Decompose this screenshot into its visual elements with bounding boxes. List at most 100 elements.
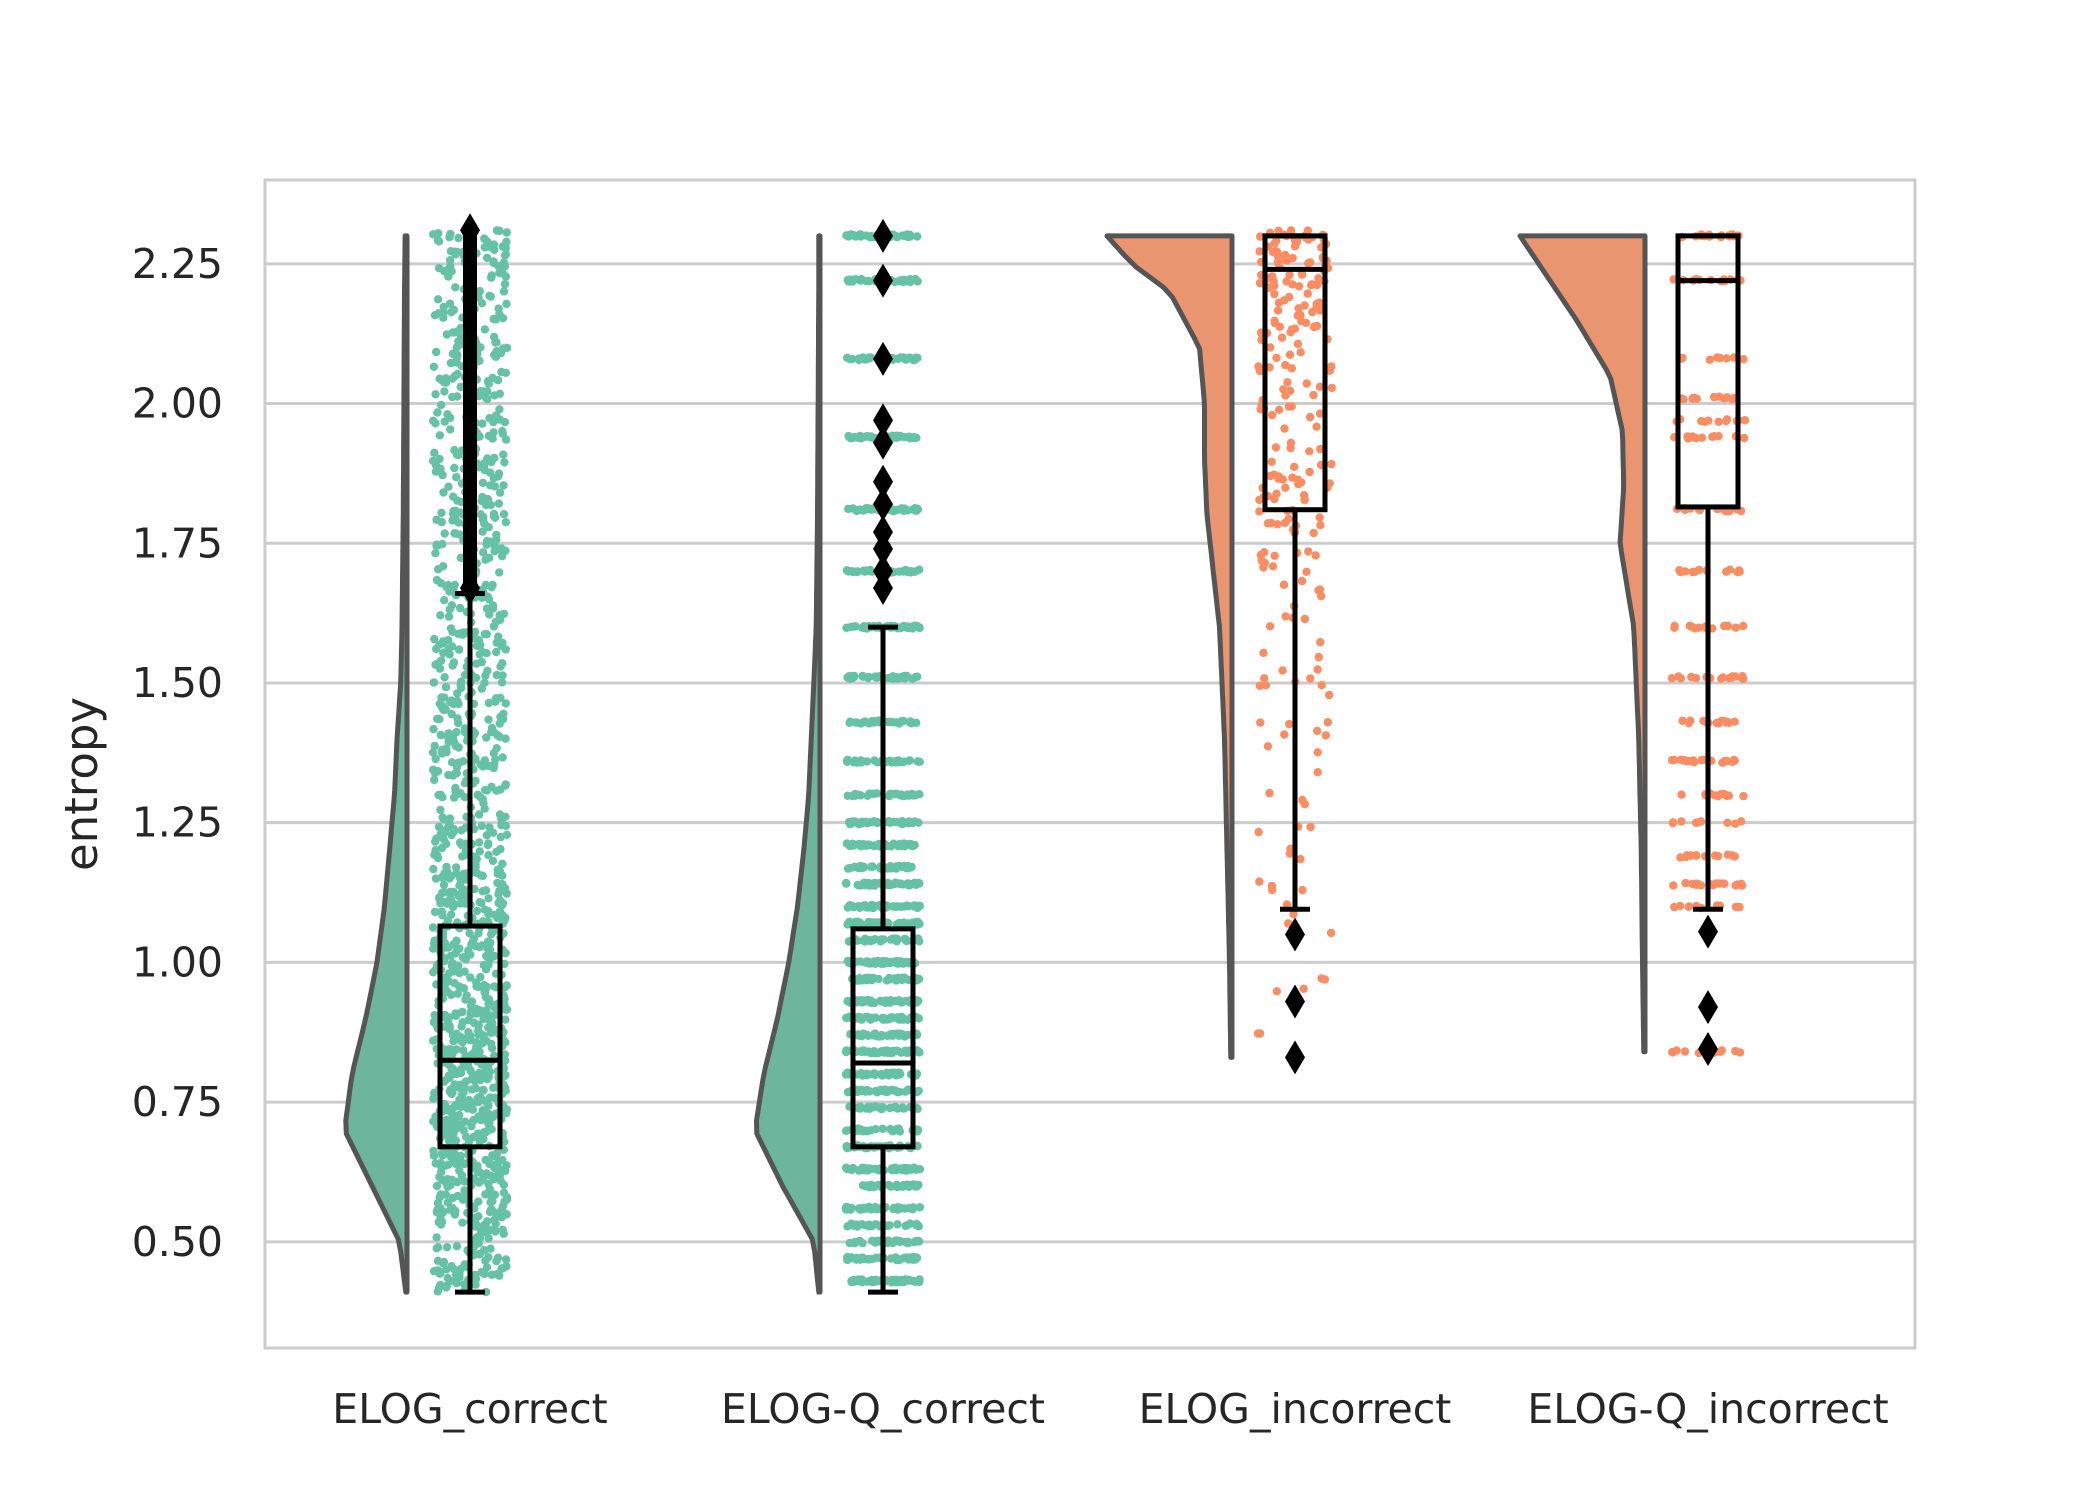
data-point (1290, 242, 1300, 251)
data-point (1255, 366, 1265, 376)
data-point (871, 1125, 880, 1134)
outlier-marker (873, 263, 893, 298)
data-point (432, 1244, 441, 1253)
data-point (458, 953, 468, 962)
data-point (433, 853, 443, 863)
data-point (476, 1092, 485, 1101)
outlier-marker (873, 218, 893, 253)
data-point (430, 907, 440, 917)
data-point (910, 1255, 920, 1264)
data-point (484, 894, 493, 903)
data-point (1267, 410, 1277, 420)
data-point (850, 1237, 860, 1247)
data-point (886, 1182, 896, 1191)
data-point (1270, 316, 1279, 325)
data-point (433, 464, 443, 473)
data-point (482, 1263, 492, 1272)
data-point (466, 973, 475, 982)
data-point (857, 1277, 866, 1287)
data-point (1280, 424, 1289, 433)
data-point (1285, 386, 1295, 395)
data-point (447, 990, 456, 999)
data-point (1290, 324, 1300, 333)
data-point (484, 950, 493, 959)
outlier-marker (1285, 1040, 1305, 1075)
data-point (888, 1238, 897, 1248)
data-point (439, 880, 449, 890)
data-point (844, 997, 853, 1006)
data-point (909, 356, 918, 365)
data-point (445, 887, 455, 897)
data-point (896, 1069, 905, 1079)
data-point (843, 864, 853, 873)
data-point (464, 1015, 473, 1025)
data-point (865, 1014, 875, 1023)
data-point (490, 1093, 499, 1102)
data-point (484, 379, 493, 388)
data-point (865, 354, 874, 363)
data-point (1722, 354, 1731, 363)
data-point (480, 1221, 489, 1231)
data-point (471, 776, 480, 785)
data-point (491, 697, 500, 706)
data-point (457, 683, 466, 693)
outlier-marker (873, 425, 893, 460)
data-point (915, 757, 924, 766)
data-point (1677, 790, 1686, 799)
data-point (895, 277, 904, 286)
data-point (452, 1100, 461, 1110)
data-point (487, 727, 496, 737)
data-point (493, 1170, 503, 1180)
data-point (1731, 623, 1741, 632)
data-point (1723, 818, 1732, 827)
data-point (1667, 755, 1677, 765)
data-point (447, 696, 456, 705)
data-point (871, 918, 880, 927)
data-point (457, 1064, 466, 1074)
data-point (502, 1210, 511, 1219)
data-point (1709, 392, 1719, 402)
data-point (436, 1204, 445, 1213)
data-point (867, 1222, 876, 1231)
data-point (892, 935, 901, 944)
data-point (454, 1110, 464, 1120)
data-point (439, 302, 448, 312)
data-point (482, 540, 491, 549)
data-point (1313, 665, 1322, 674)
data-point (501, 1255, 511, 1264)
data-point (480, 804, 489, 813)
data-point (438, 470, 447, 480)
data-point (442, 899, 452, 908)
data-point (870, 1069, 879, 1079)
data-point (440, 705, 449, 715)
data-point (457, 1080, 466, 1089)
data-point (481, 1228, 490, 1237)
data-point (856, 791, 865, 800)
data-point (495, 415, 504, 424)
data-point (856, 756, 865, 765)
data-point (1270, 289, 1279, 299)
data-point (491, 1219, 500, 1228)
data-point (1285, 270, 1294, 280)
data-point (455, 603, 465, 613)
data-point (1270, 494, 1279, 504)
data-point (894, 919, 903, 928)
data-point (487, 1270, 497, 1280)
data-point (456, 677, 466, 686)
data-point (462, 1098, 472, 1107)
data-point (481, 886, 491, 895)
data-point (485, 291, 494, 300)
data-point (1731, 1046, 1740, 1056)
data-point (902, 901, 911, 910)
data-point (1316, 521, 1325, 530)
data-point (1739, 355, 1748, 364)
data-point (870, 1048, 879, 1058)
data-point (432, 1233, 441, 1242)
data-point (441, 682, 451, 692)
data-point (1282, 900, 1292, 909)
data-point (1669, 881, 1678, 890)
data-point (498, 753, 507, 762)
data-point (451, 768, 461, 777)
data-point (1305, 412, 1315, 422)
data-point (886, 1085, 895, 1095)
